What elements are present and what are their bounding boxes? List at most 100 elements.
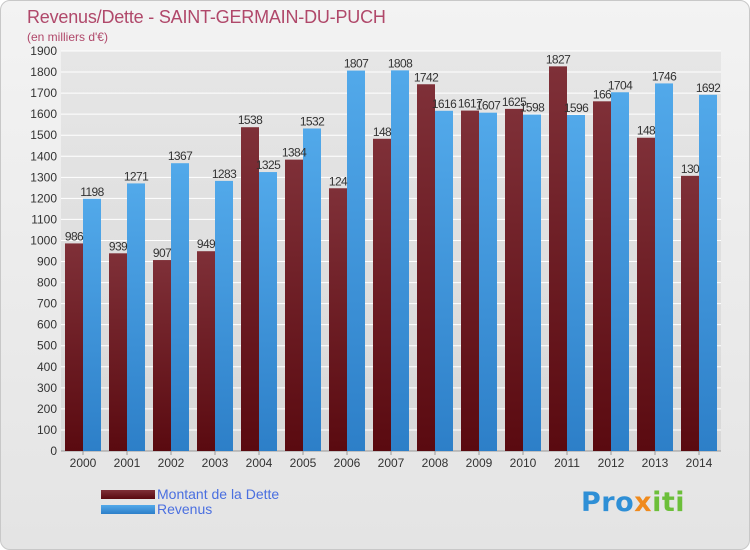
- value-label-debt: 1827: [546, 52, 571, 66]
- value-label-revenue: 1367: [168, 149, 193, 163]
- value-label-debt: 1625: [502, 95, 527, 109]
- value-label-debt: 1742: [414, 70, 439, 84]
- bar-debt: [417, 84, 435, 452]
- y-tick-label: 1600: [30, 107, 57, 121]
- bar-debt: [329, 188, 347, 451]
- bar-revenue: [171, 163, 189, 452]
- y-tick-label: 1000: [30, 233, 57, 247]
- legend-label-debt: Montant de la Dette: [157, 486, 280, 502]
- value-label-revenue: 1532: [300, 114, 325, 128]
- x-tick-label: 2008: [422, 456, 449, 470]
- legend-label-revenue: Revenus: [157, 501, 213, 517]
- value-label-revenue: 1198: [80, 185, 104, 199]
- y-tick-label: 1700: [30, 86, 57, 100]
- value-label-debt: 949: [197, 237, 216, 251]
- bar-debt: [197, 251, 215, 451]
- value-label-debt: 166: [593, 87, 612, 101]
- x-tick-label: 2006: [334, 456, 361, 470]
- logo-part-1: Pro: [581, 487, 635, 518]
- value-label-revenue: 1325: [256, 158, 281, 172]
- bar-revenue: [567, 115, 585, 451]
- x-tick-label: 2013: [642, 456, 669, 470]
- y-tick-label: 300: [37, 381, 57, 395]
- x-tick-label: 2010: [510, 456, 537, 470]
- bar-debt: [153, 260, 171, 451]
- bar-debt: [593, 101, 611, 451]
- value-label-revenue: 1616: [432, 97, 457, 111]
- logo-part-3: iti: [652, 487, 685, 518]
- value-label-debt: 986: [65, 229, 84, 243]
- value-label-revenue: 1808: [388, 56, 413, 70]
- x-tick-label: 2009: [466, 456, 493, 470]
- bar-debt: [461, 110, 479, 451]
- logo-part-2: x: [634, 487, 653, 518]
- bar-debt: [681, 175, 699, 451]
- y-tick-label: 900: [37, 255, 57, 269]
- proxiti-logo: Proxiti: [581, 487, 685, 518]
- value-label-debt: 1538: [238, 113, 263, 127]
- bar-revenue: [479, 112, 497, 452]
- bar-debt: [505, 108, 523, 451]
- bar-debt: [109, 253, 127, 451]
- bar-revenue: [391, 70, 409, 452]
- x-tick-label: 2002: [158, 456, 185, 470]
- legend-swatch-revenue: [101, 505, 155, 514]
- x-tick-label: 2003: [202, 456, 229, 470]
- y-tick-label: 700: [37, 297, 57, 311]
- bar-revenue: [127, 183, 145, 451]
- x-tick-label: 2001: [114, 456, 141, 470]
- y-tick-label: 800: [37, 276, 57, 290]
- bar-debt: [285, 159, 303, 451]
- value-label-revenue: 1607: [476, 99, 501, 113]
- x-tick-label: 2011: [554, 456, 580, 470]
- x-tick-label: 2007: [378, 456, 405, 470]
- y-tick-label: 100: [37, 423, 57, 437]
- y-tick-label: 1200: [30, 191, 57, 205]
- value-label-debt: 939: [109, 239, 128, 253]
- value-label-revenue: 1692: [696, 81, 721, 95]
- x-tick-label: 2005: [290, 456, 317, 470]
- value-label-debt: 1617: [458, 97, 483, 111]
- value-label-debt: 907: [153, 246, 172, 260]
- bar-revenue: [523, 114, 541, 451]
- value-label-revenue: 1704: [608, 78, 633, 92]
- bar-revenue: [259, 172, 277, 452]
- bar-debt: [549, 66, 567, 452]
- y-tick-label: 1300: [30, 170, 57, 184]
- y-tick-label: 500: [37, 339, 57, 353]
- value-label-revenue: 1746: [652, 69, 677, 83]
- y-tick-label: 1900: [30, 44, 57, 58]
- y-tick-label: 1100: [31, 212, 57, 226]
- value-label-debt: 130: [681, 162, 700, 176]
- chart-subtitle: (en milliers d'€): [27, 30, 108, 44]
- bar-debt: [241, 127, 259, 452]
- bar-revenue: [435, 110, 453, 451]
- legend-swatch-debt: [101, 490, 155, 499]
- bar-revenue: [611, 92, 629, 452]
- legend: Montant de la Dette Revenus: [101, 487, 279, 517]
- x-tick-label: 2014: [686, 456, 713, 470]
- value-label-debt: 1384: [282, 146, 307, 160]
- x-tick-label: 2004: [246, 456, 273, 470]
- bar-revenue: [699, 94, 717, 451]
- legend-item-debt: Montant de la Dette: [101, 487, 279, 502]
- y-tick-label: 0: [50, 444, 57, 458]
- bar-revenue: [303, 128, 321, 451]
- chart-title: Revenus/Dette - SAINT-GERMAIN-DU-PUCH: [27, 7, 386, 27]
- bar-revenue: [215, 180, 233, 452]
- y-tick-label: 400: [37, 360, 57, 374]
- y-tick-label: 1800: [30, 65, 57, 79]
- y-tick-label: 1500: [30, 128, 57, 142]
- bar-debt: [65, 243, 83, 451]
- y-tick-label: 1400: [30, 149, 57, 163]
- x-tick-label: 2000: [70, 456, 97, 470]
- bar-debt: [637, 137, 655, 451]
- value-label-revenue: 1283: [212, 167, 237, 181]
- value-label-revenue: 1596: [564, 101, 589, 115]
- bar-revenue: [347, 70, 365, 451]
- value-label-debt: 124: [329, 174, 348, 188]
- legend-item-revenue: Revenus: [101, 502, 279, 517]
- value-label-revenue: 1271: [124, 169, 149, 183]
